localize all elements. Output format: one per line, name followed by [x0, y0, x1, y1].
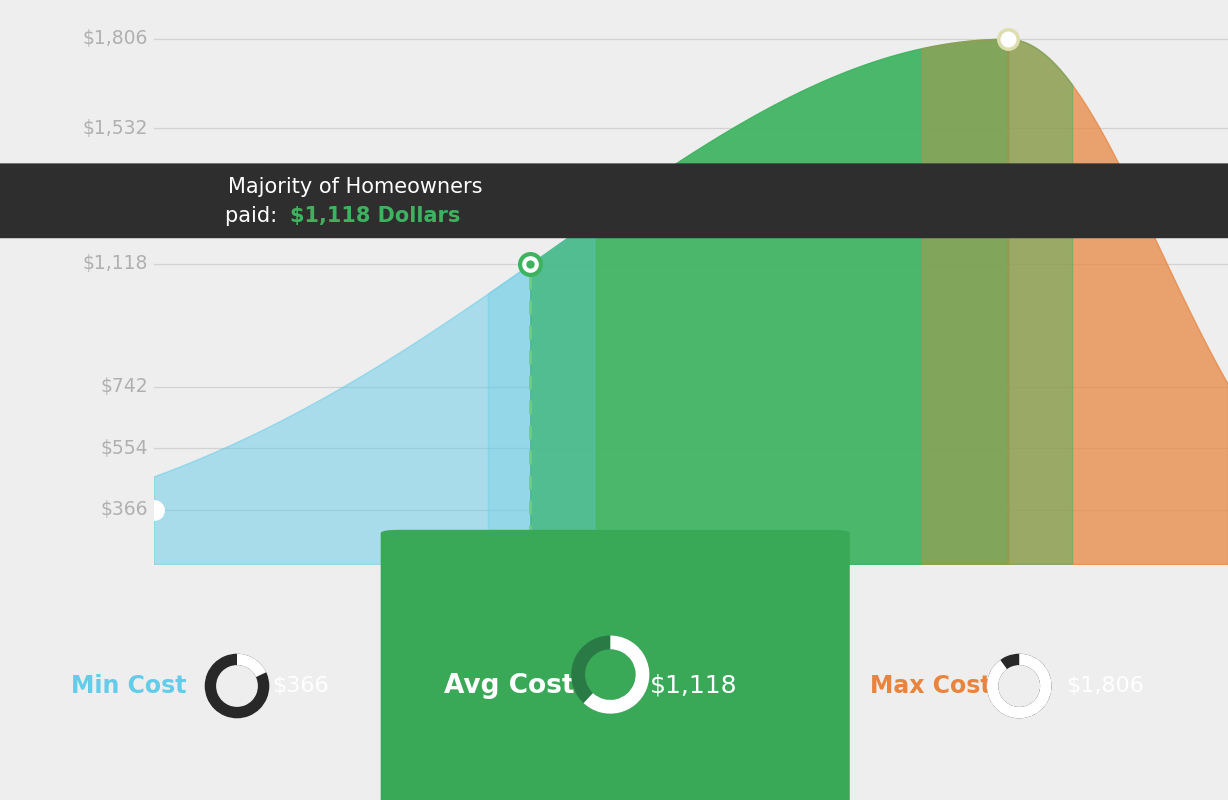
Text: $742: $742 [101, 378, 149, 396]
Text: $1,118: $1,118 [650, 674, 738, 698]
Text: $1,806: $1,806 [82, 30, 149, 48]
Polygon shape [519, 186, 550, 211]
Text: $1,532: $1,532 [82, 119, 149, 138]
Wedge shape [237, 654, 266, 677]
Text: paid:: paid: [225, 206, 284, 226]
Text: Avg Cost: Avg Cost [445, 673, 575, 699]
Wedge shape [987, 654, 1051, 718]
Text: Max Cost: Max Cost [869, 674, 992, 698]
Wedge shape [205, 654, 269, 718]
Text: $1,256: $1,256 [82, 209, 149, 228]
Text: $1,394: $1,394 [82, 164, 149, 183]
Text: Min Cost: Min Cost [71, 674, 187, 698]
Text: $366: $366 [101, 500, 149, 519]
Text: $1,118 Dollars: $1,118 Dollars [290, 206, 460, 226]
Text: $366: $366 [273, 676, 329, 696]
Text: $1,806: $1,806 [1066, 676, 1144, 696]
Text: $1,118: $1,118 [82, 254, 149, 274]
Wedge shape [571, 635, 650, 714]
FancyBboxPatch shape [0, 163, 1228, 238]
Text: Majority of Homeowners: Majority of Homeowners [228, 177, 483, 197]
Text: $554: $554 [101, 438, 149, 458]
FancyBboxPatch shape [381, 530, 850, 800]
Wedge shape [583, 635, 650, 714]
Wedge shape [987, 654, 1051, 718]
